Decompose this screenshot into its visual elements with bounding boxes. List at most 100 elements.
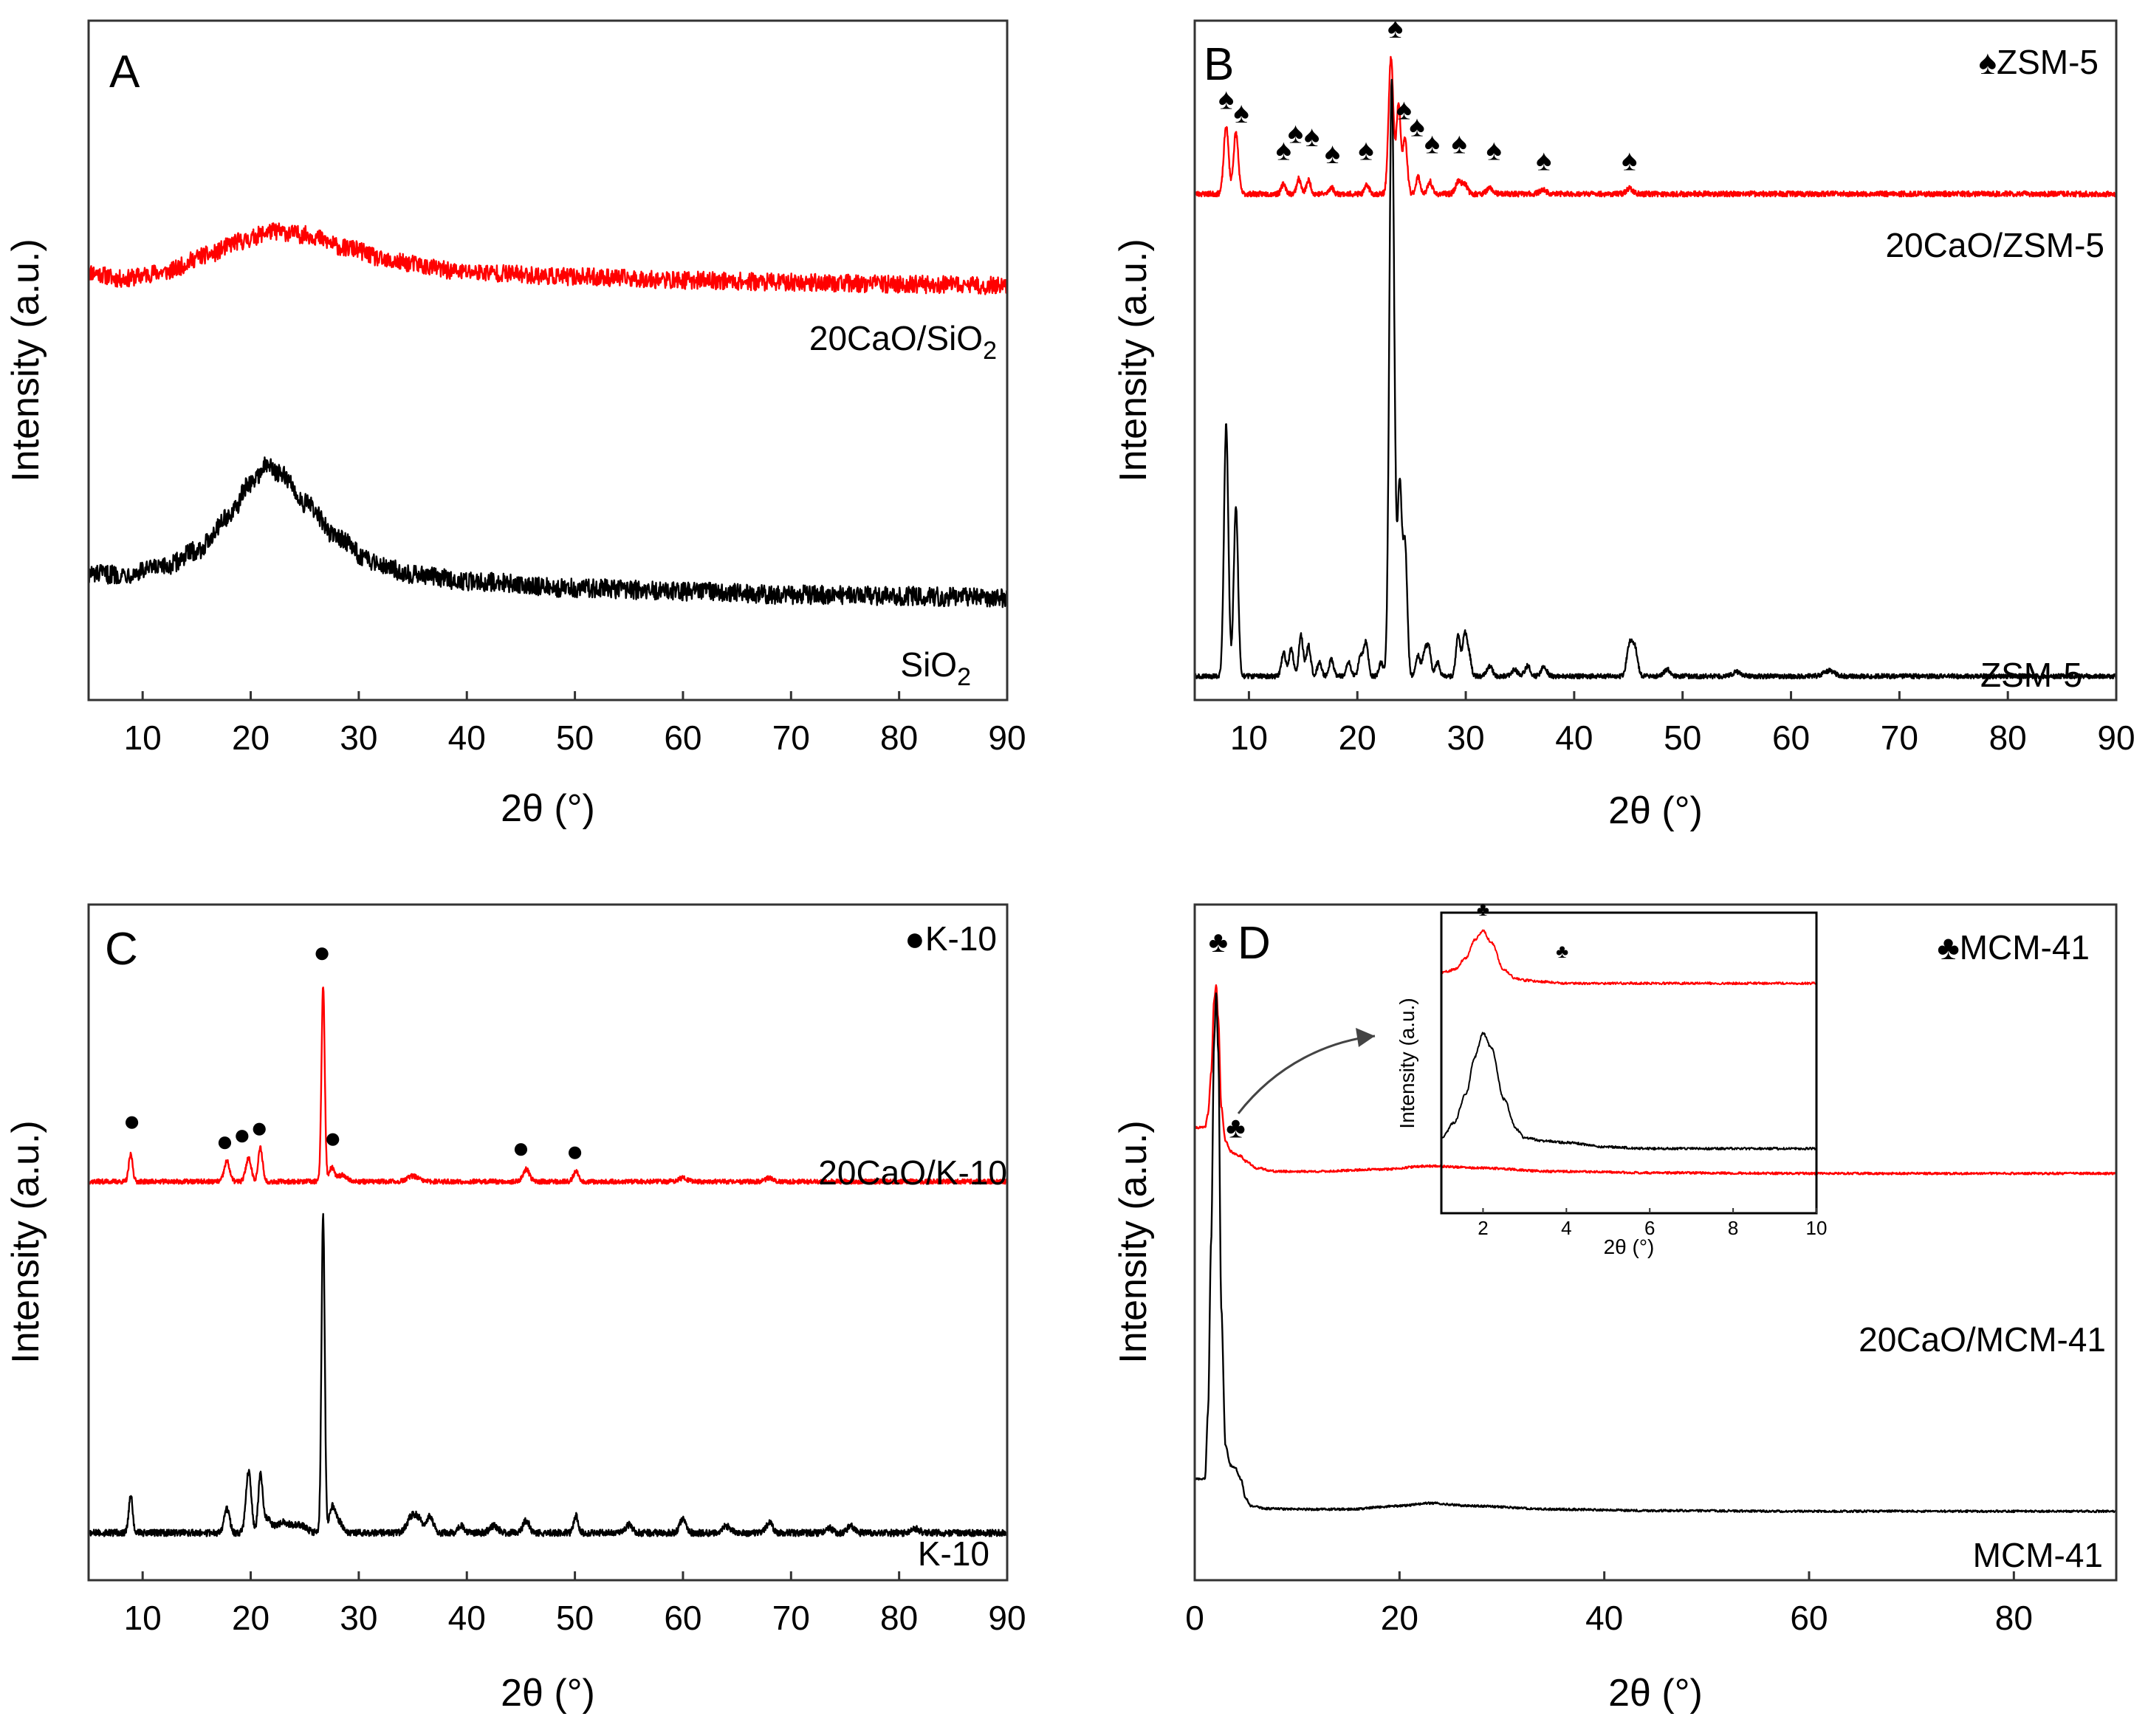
- x-tick-label: 60: [1790, 1599, 1828, 1637]
- peak-marker: ♣: [1556, 940, 1568, 962]
- inset-ticks: 2 4 6 8 10: [1478, 1208, 1827, 1239]
- panel-a-frame: [87, 19, 1009, 701]
- panel-d-y-title: Intensity (a.u.): [1112, 1120, 1155, 1363]
- series-line-k-10: [87, 1212, 1009, 1537]
- peak-marker: ♠: [1234, 97, 1249, 129]
- panel-c-letter: C: [105, 924, 138, 975]
- panel-c-label-cao: 20CaO/K-10: [818, 1153, 1007, 1192]
- x-tick-label: 90: [988, 1599, 1026, 1637]
- x-tick-label: 80: [880, 718, 918, 757]
- series-line-inset-mcm-41: [1441, 1032, 1817, 1151]
- x-tick-label: 90: [988, 718, 1026, 757]
- peak-marker: ♠: [1276, 134, 1291, 167]
- x-tick-label: 70: [1881, 718, 1918, 757]
- panel-b-y-title: Intensity (a.u.): [1112, 239, 1155, 481]
- x-tick-label: 20: [1339, 718, 1376, 757]
- peak-marker: ♠: [1486, 134, 1502, 167]
- panel-d-ticks: 0 20 40 60 80: [1185, 1571, 2033, 1637]
- panel-b-x-title: 2θ (°): [1608, 789, 1703, 832]
- panel-d-frame: [1193, 903, 2118, 1582]
- x-tick-label: 4: [1561, 1217, 1571, 1239]
- x-tick-label: 40: [1585, 1599, 1623, 1637]
- peak-marker: ●: [566, 1136, 584, 1168]
- panel-d-inset: ♣♣ 2 4 6 8 10 2θ (°) Intensity (a.u.): [1396, 898, 1827, 1258]
- x-tick-label: 70: [772, 718, 810, 757]
- panel-a-letter: A: [109, 47, 140, 97]
- peak-marker: ●: [512, 1132, 529, 1164]
- panel-c: ●● ● ●●● ● ● C ●K-10 10 20 30 40 50 60 70 80 90 2θ (…: [4, 903, 1026, 1715]
- inset-y-title: Intensity (a.u.): [1396, 998, 1418, 1128]
- x-tick-label: 20: [1381, 1599, 1418, 1637]
- series-line-20cao-mcm-41: [1193, 984, 2118, 1176]
- panel-d-series: [1193, 984, 2118, 1514]
- panel-c-label-support: K-10: [918, 1534, 989, 1573]
- x-tick-label: 60: [1772, 718, 1810, 757]
- panel-d-letter: D: [1238, 918, 1271, 969]
- panel-b-ticks: 10 20 30 40 50 60 70 80 90: [1230, 691, 2135, 757]
- x-tick-label: 60: [664, 1599, 701, 1637]
- peak-marker: ●: [250, 1112, 268, 1145]
- peak-marker: ♠: [1288, 117, 1303, 150]
- x-tick-label: 40: [448, 1599, 486, 1637]
- x-tick-label: 90: [2097, 718, 2135, 757]
- x-tick-label: 50: [1664, 718, 1701, 757]
- series-line-20cao-k-10: [87, 987, 1009, 1185]
- peak-marker: ♣: [1477, 898, 1489, 920]
- panel-c-frame: [87, 903, 1009, 1582]
- series-line-inset-20cao-mcm-41: [1441, 929, 1817, 986]
- x-tick-label: 40: [448, 718, 486, 757]
- x-tick-label: 10: [1806, 1217, 1828, 1239]
- panel-a-series: [87, 222, 1009, 608]
- peak-marker: ●: [233, 1119, 251, 1151]
- panel-c-x-title: 2θ (°): [501, 1672, 595, 1715]
- x-tick-label: 50: [556, 1599, 594, 1637]
- panel-b-label-cao: 20CaO/ZSM-5: [1885, 226, 2104, 264]
- panel-c-legend: ●K-10: [905, 919, 997, 958]
- x-tick-label: 30: [340, 718, 377, 757]
- x-tick-label: 80: [880, 1599, 918, 1637]
- inset-x-title: 2θ (°): [1604, 1235, 1655, 1258]
- peak-marker: ♠: [1396, 93, 1412, 126]
- panel-d: ♣♣ D ♣MCM-41 0 20 40 60 80 2θ (°) Intensity …: [1112, 898, 2118, 1715]
- x-tick-label: 30: [1447, 718, 1484, 757]
- panel-b-label-support: ZSM-5: [1980, 656, 2082, 694]
- x-tick-label: 50: [556, 718, 594, 757]
- peak-marker: ♠: [1325, 137, 1340, 170]
- panel-c-series: [87, 987, 1009, 1537]
- x-tick-label: 40: [1555, 718, 1593, 757]
- series-line-20cao-sio: [88, 222, 1009, 295]
- panel-a-x-title: 2θ (°): [501, 787, 595, 830]
- x-tick-label: 10: [1230, 718, 1268, 757]
- series-line-20cao-zsm-5: [1193, 55, 2118, 198]
- peak-marker: ♠: [1452, 127, 1467, 159]
- peak-marker: ●: [324, 1122, 342, 1154]
- x-tick-label: 20: [232, 1599, 270, 1637]
- panel-b-legend: ♠ZSM-5: [1979, 43, 2099, 81]
- x-tick-label: 80: [1989, 718, 2027, 757]
- inset-frame: [1440, 911, 1818, 1215]
- panel-d-label-cao: 20CaO/MCM-41: [1859, 1320, 2106, 1359]
- panel-c-peak-markers: ●● ● ●●● ● ●: [123, 936, 583, 1168]
- panel-b-series: [1193, 55, 2118, 680]
- panel-a-label-support: SiO2: [900, 645, 971, 691]
- panel-d-legend: ♣MCM-41: [1937, 928, 2090, 967]
- inset-series: [1441, 929, 1817, 1151]
- x-tick-label: 2: [1478, 1217, 1488, 1239]
- x-tick-label: 10: [124, 1599, 162, 1637]
- panel-d-label-support: MCM-41: [1973, 1536, 2103, 1574]
- inset-arrow-head: [1356, 1028, 1375, 1047]
- peak-marker: ♠: [1424, 127, 1440, 159]
- panel-b-peak-markers: ♠ ♠♠♠ ♠♠ ♠♠♠♠♠ ♠ ♠ ♠ ♠: [1218, 12, 1637, 176]
- x-tick-label: 0: [1185, 1599, 1204, 1637]
- peak-marker: ●: [123, 1105, 140, 1138]
- peak-marker: ♣: [1226, 1112, 1245, 1145]
- inset-peak-markers: ♣♣: [1477, 898, 1568, 962]
- peak-marker: ♠: [1218, 83, 1234, 116]
- x-tick-label: 60: [664, 718, 701, 757]
- panel-b-letter: B: [1204, 39, 1234, 90]
- x-tick-label: 6: [1644, 1217, 1655, 1239]
- panel-b: ♠ ♠♠♠ ♠♠ ♠♠♠♠♠ ♠ ♠ ♠ ♠ B ♠ZSM-5 10 20 30 40 50 60 70 8…: [1112, 12, 2135, 832]
- x-tick-label: 10: [124, 718, 162, 757]
- peak-marker: ♠: [1409, 110, 1424, 143]
- panel-a-y-title: Intensity (a.u.): [4, 239, 47, 481]
